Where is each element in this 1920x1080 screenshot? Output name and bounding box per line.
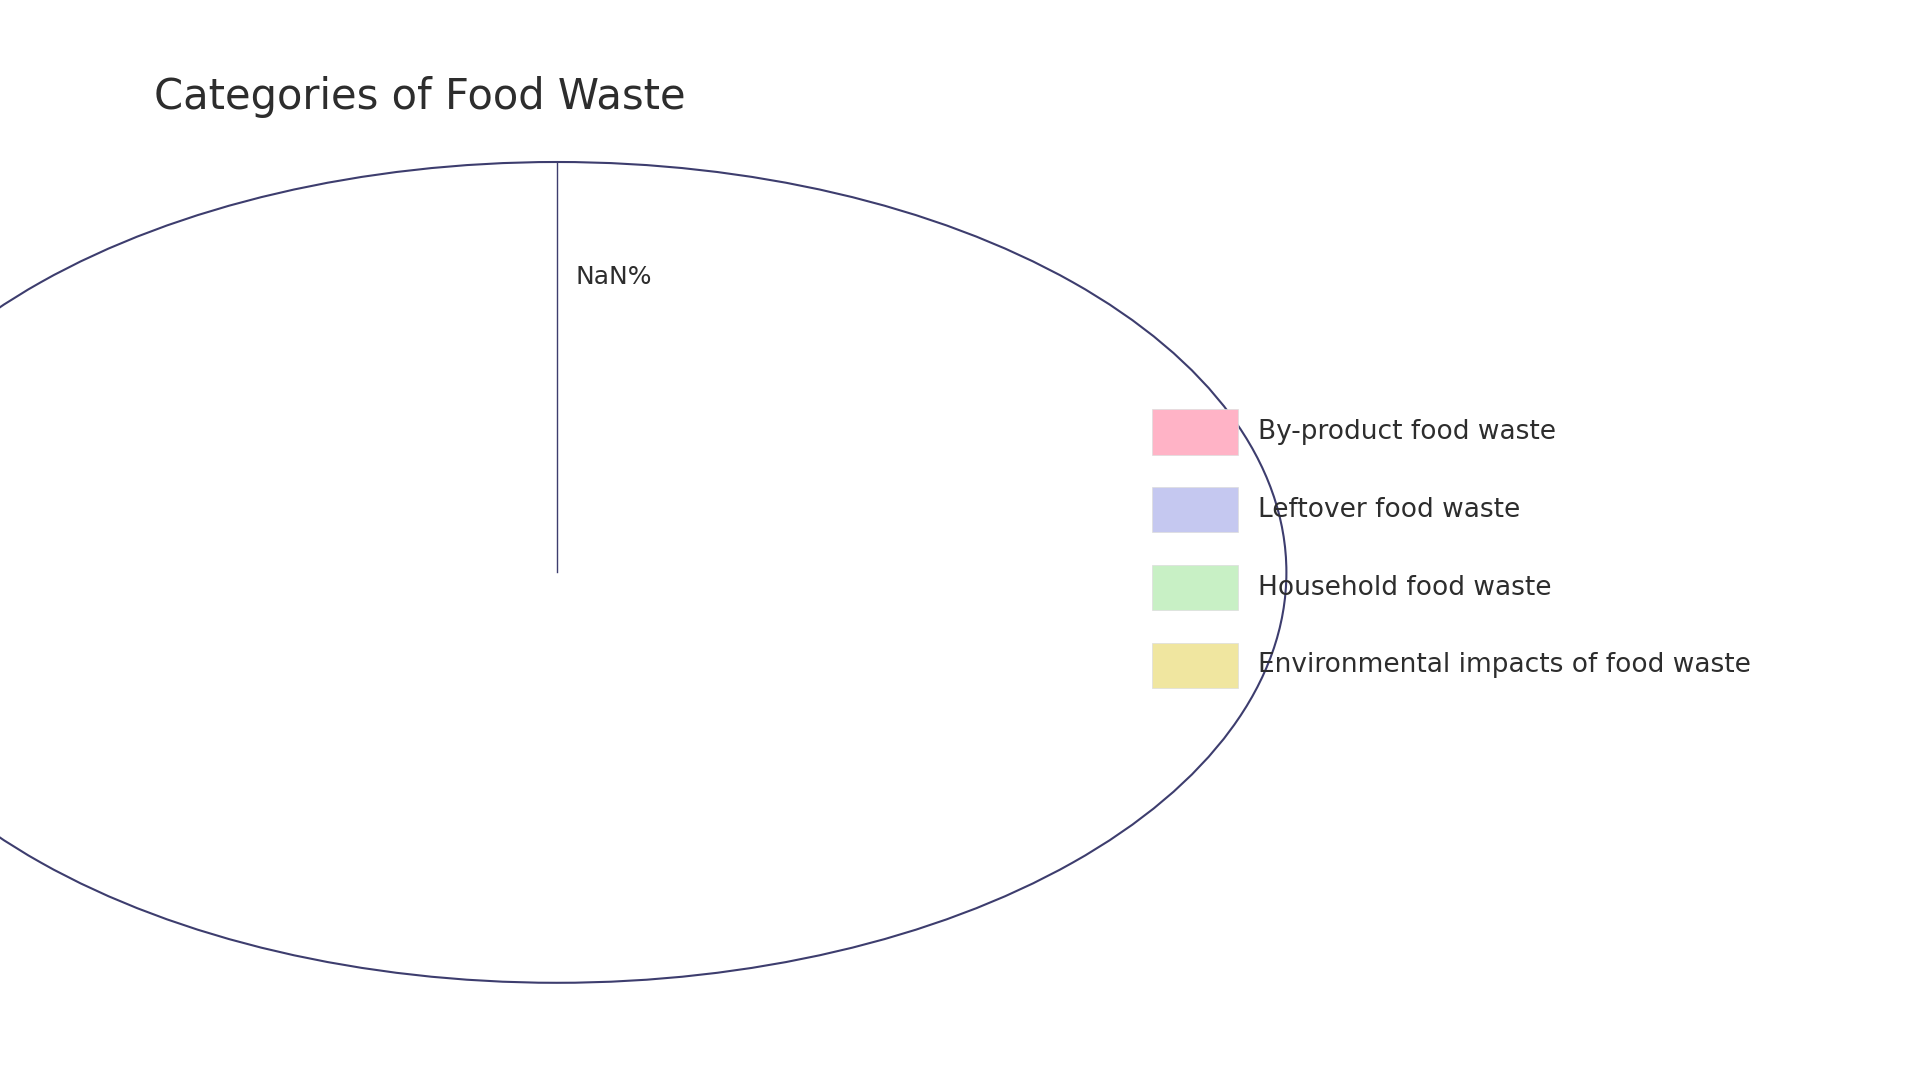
FancyBboxPatch shape xyxy=(1152,409,1238,455)
Text: Leftover food waste: Leftover food waste xyxy=(1258,497,1521,523)
Text: Household food waste: Household food waste xyxy=(1258,575,1551,600)
FancyBboxPatch shape xyxy=(1152,487,1238,532)
Text: Environmental impacts of food waste: Environmental impacts of food waste xyxy=(1258,652,1751,678)
FancyBboxPatch shape xyxy=(1152,643,1238,688)
Text: By-product food waste: By-product food waste xyxy=(1258,419,1555,445)
Text: Categories of Food Waste: Categories of Food Waste xyxy=(154,76,685,118)
FancyBboxPatch shape xyxy=(1152,565,1238,610)
Circle shape xyxy=(0,162,1286,983)
Text: NaN%: NaN% xyxy=(576,265,653,289)
